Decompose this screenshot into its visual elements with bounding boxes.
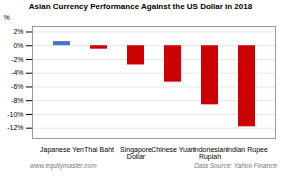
- svg-text:-6%: -6%: [11, 83, 23, 90]
- svg-text:SingaporeDollar: SingaporeDollar: [120, 146, 152, 160]
- svg-text:-10%: -10%: [7, 111, 23, 118]
- svg-text:Indian Rupee: Indian Rupee: [226, 146, 268, 154]
- svg-text:-2%: -2%: [11, 56, 23, 63]
- html-text:Data Source: Yahoo Finance: Data Source: Yahoo Finance: [194, 162, 277, 169]
- svg-text:-4%: -4%: [11, 69, 23, 76]
- svg-text:Chinese Yuan: Chinese Yuan: [151, 146, 195, 153]
- svg-text:-12%: -12%: [7, 124, 23, 131]
- svg-text:%: %: [4, 14, 10, 21]
- svg-text:2%: 2%: [13, 28, 23, 35]
- svg-text:Japanese Yen: Japanese Yen: [40, 146, 84, 154]
- svg-text:Thai Baht: Thai Baht: [84, 146, 114, 153]
- svg-text:-8%: -8%: [11, 97, 23, 104]
- html-text:www.equitymaster.com: www.equitymaster.com: [30, 162, 97, 169]
- svg-text:0%: 0%: [13, 42, 23, 49]
- html-text:Asian Currency Performance Aga: Asian Currency Performance Against the U…: [28, 2, 253, 11]
- svg-text:IndonesianRupiah: IndonesianRupiah: [193, 146, 227, 161]
